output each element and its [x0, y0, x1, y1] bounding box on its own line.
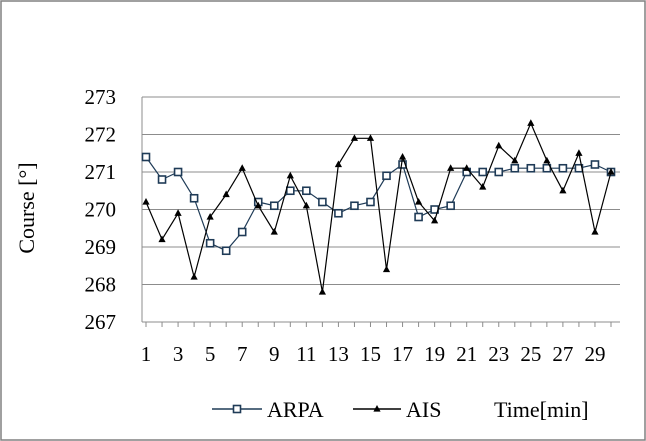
data-point-ais [254, 201, 262, 209]
y-tick-label: 272 [85, 123, 117, 147]
legend-item-arpa: ARPA [212, 397, 324, 422]
x-tick-label: 25 [520, 342, 541, 366]
x-tick-label: 5 [205, 342, 216, 366]
data-point-ais [206, 213, 214, 220]
data-point-ais [334, 160, 343, 168]
data-point-arpa [366, 197, 375, 207]
data-point-ais [431, 216, 439, 224]
data-point-ais [543, 156, 551, 164]
data-point-ais [318, 288, 326, 295]
data-point-ais [398, 153, 407, 160]
legend-label: ARPA [267, 397, 324, 422]
data-point-arpa [494, 167, 504, 177]
data-point-ais [222, 190, 230, 198]
x-tick-label: 29 [584, 342, 605, 366]
data-point-ais [158, 235, 166, 243]
data-point-ais [270, 228, 278, 235]
data-point-ais [463, 164, 471, 171]
y-tick-label: 269 [85, 235, 117, 259]
axes [141, 97, 612, 327]
data-point-arpa [237, 227, 247, 237]
data-point-arpa [478, 167, 488, 177]
data-point-arpa [526, 163, 536, 173]
data-point-arpa [269, 201, 279, 211]
y-tick-label: 267 [85, 310, 117, 334]
x-tick-label: 1 [141, 342, 152, 366]
data-point-arpa [141, 152, 151, 162]
legend-item-ais: AIS [353, 397, 441, 422]
x-tick-label: 27 [552, 342, 573, 366]
data-point-arpa [189, 193, 199, 203]
data-point-ais [350, 134, 359, 141]
data-point-ais [190, 273, 198, 280]
data-point-ais [511, 156, 519, 164]
data-point-ais [142, 198, 150, 205]
data-point-arpa [590, 160, 600, 169]
data-point-ais [575, 149, 583, 156]
data-point-arpa [302, 186, 311, 196]
data-point-arpa [205, 238, 215, 248]
gridlines [142, 96, 620, 323]
data-point-arpa [382, 171, 391, 181]
data-point-arpa [173, 167, 183, 177]
data-point-ais [174, 209, 182, 216]
x-tick-label: 21 [456, 342, 477, 366]
data-point-ais [495, 141, 503, 149]
data-point-ais [527, 119, 535, 126]
data-point-arpa [318, 197, 327, 207]
x-tick-label: 23 [488, 342, 509, 366]
series-arpa [141, 152, 616, 256]
data-point-arpa [350, 201, 359, 211]
y-tick-label: 270 [85, 198, 117, 222]
y-tick-labels: 267 268 269 270 271 272 273 [85, 85, 117, 334]
x-tick-label: 11 [296, 342, 316, 366]
data-point-ais [447, 164, 455, 171]
x-tick-labels: 1 3 5 7 9 11 13 15 17 19 21 23 25 27 29 [141, 342, 606, 366]
series-line-ais [145, 121, 612, 293]
series-layer [141, 119, 616, 295]
data-point-ais [559, 186, 567, 194]
data-point-arpa [510, 163, 520, 173]
x-tick-label: 9 [269, 342, 280, 366]
data-point-arpa [558, 163, 568, 173]
data-point-ais [414, 198, 423, 205]
data-point-arpa [286, 186, 295, 196]
data-point-arpa [414, 212, 423, 222]
x-tick-label: 19 [424, 342, 445, 366]
x-tick-label: 17 [392, 342, 413, 366]
data-point-ais [366, 134, 375, 141]
data-point-arpa [221, 246, 231, 256]
data-point-ais [302, 201, 310, 209]
x-tick-label: 15 [360, 342, 381, 366]
legend-marker [232, 404, 242, 414]
legend: ARPA AIS [212, 397, 441, 422]
legend-marker [373, 405, 381, 412]
x-tick-label: 13 [328, 342, 349, 366]
y-tick-label: 268 [85, 273, 117, 297]
data-point-ais [286, 171, 294, 179]
data-point-arpa [157, 175, 167, 184]
x-tick-label: 7 [237, 342, 248, 366]
x-axis-label: Time[min] [494, 397, 589, 422]
data-point-ais [591, 228, 599, 235]
x-tick-label: 3 [173, 342, 184, 366]
y-axis-label: Course [°] [14, 162, 39, 253]
data-point-ais [479, 183, 487, 190]
data-point-arpa [334, 208, 343, 218]
legend-label: AIS [406, 397, 441, 422]
series-ais [142, 119, 615, 295]
data-point-ais [238, 164, 246, 171]
y-tick-label: 273 [85, 85, 117, 109]
y-tick-label: 271 [85, 160, 117, 184]
data-point-ais [607, 168, 615, 175]
data-point-arpa [446, 201, 455, 211]
data-point-ais [382, 265, 391, 273]
